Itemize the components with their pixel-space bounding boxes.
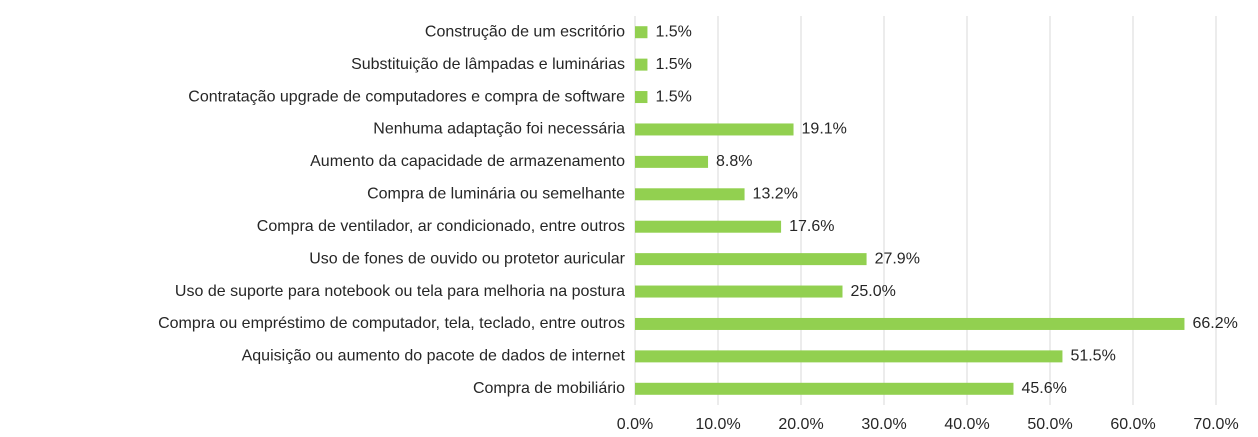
x-tick-label: 60.0% <box>1110 416 1155 433</box>
bar <box>635 123 794 136</box>
y-tick-label: Compra de luminária ou semelhante <box>367 186 625 203</box>
y-tick-label: Compra de ventilador, ar condicionado, e… <box>257 218 625 235</box>
bar <box>635 155 709 168</box>
x-tick-label: 0.0% <box>617 416 653 433</box>
x-tick-label: 30.0% <box>861 416 906 433</box>
y-tick-label: Aumento da capacidade de armazenamento <box>310 153 625 170</box>
data-label: 45.6% <box>1021 380 1066 397</box>
y-tick-label: Substituição de lâmpadas e luminárias <box>351 56 625 73</box>
data-label: 66.2% <box>1192 315 1237 332</box>
y-tick-label: Construção de um escritório <box>425 23 625 40</box>
bar <box>635 91 648 104</box>
bar <box>635 58 648 71</box>
bar <box>635 220 782 233</box>
y-tick-label: Uso de suporte para notebook ou tela par… <box>175 283 625 300</box>
data-label: 1.5% <box>655 56 691 73</box>
y-tick-label: Aquisição ou aumento do pacote de dados … <box>242 348 626 365</box>
bar <box>635 188 745 201</box>
y-tick-label: Uso de fones de ouvido ou protetor auric… <box>309 250 625 267</box>
bar <box>635 350 1063 363</box>
y-tick-label: Contratação upgrade de computadores e co… <box>188 88 625 105</box>
x-tick-label: 50.0% <box>1027 416 1072 433</box>
y-tick-label: Compra de mobiliário <box>473 380 625 397</box>
data-label: 25.0% <box>851 283 896 300</box>
x-tick-label: 40.0% <box>944 416 989 433</box>
data-label: 51.5% <box>1070 348 1115 365</box>
data-label: 1.5% <box>655 23 691 40</box>
x-tick-label: 70.0% <box>1193 416 1238 433</box>
data-label: 19.1% <box>802 121 847 138</box>
bar <box>635 26 648 39</box>
bar <box>635 285 843 298</box>
bar <box>635 317 1185 330</box>
bar <box>635 253 867 266</box>
bar <box>635 382 1014 395</box>
data-label: 27.9% <box>875 250 920 267</box>
data-label: 1.5% <box>655 88 691 105</box>
data-label: 8.8% <box>716 153 752 170</box>
x-tick-label: 20.0% <box>778 416 823 433</box>
data-label: 13.2% <box>753 186 798 203</box>
y-tick-label: Compra ou empréstimo de computador, tela… <box>158 315 625 332</box>
y-tick-label: Nenhuma adaptação foi necessária <box>373 121 625 138</box>
data-label: 17.6% <box>789 218 834 235</box>
x-tick-label: 10.0% <box>695 416 740 433</box>
